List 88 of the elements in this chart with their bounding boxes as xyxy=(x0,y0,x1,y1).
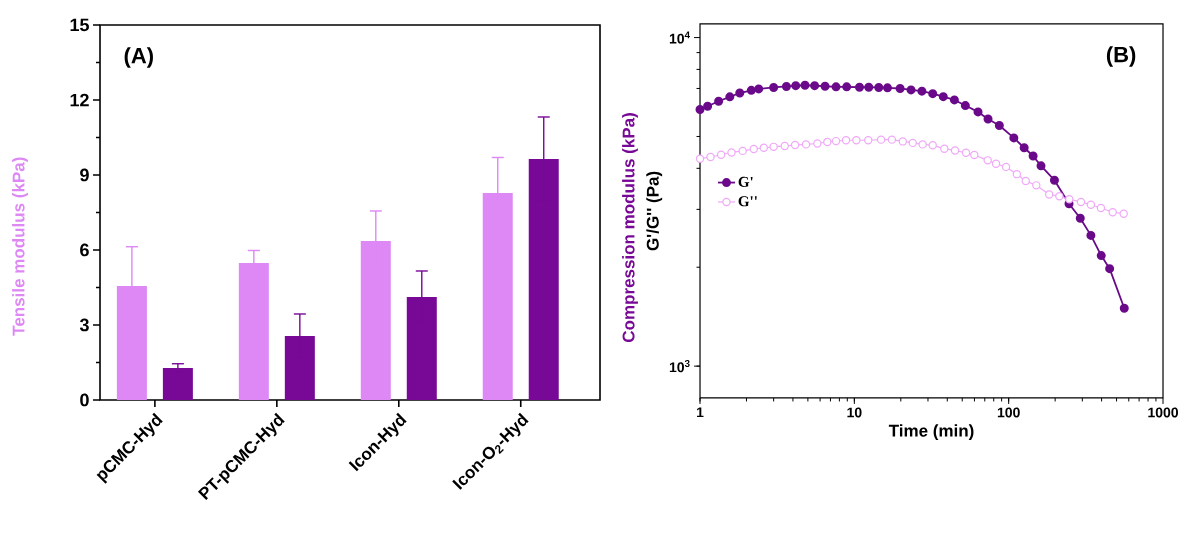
point xyxy=(918,140,927,149)
annotation: (A) xyxy=(124,47,153,68)
y-tick-label: 12 xyxy=(70,93,89,107)
point xyxy=(895,83,905,93)
point xyxy=(769,82,779,92)
point xyxy=(695,154,705,163)
point xyxy=(695,105,705,115)
point xyxy=(738,146,747,156)
point xyxy=(1076,197,1086,207)
x-tick-label: 1 xyxy=(696,407,704,418)
y-tick-label: 3 xyxy=(79,318,89,332)
point xyxy=(938,92,948,102)
point xyxy=(820,81,830,91)
point xyxy=(1086,200,1096,209)
point xyxy=(749,144,758,154)
point xyxy=(960,101,970,111)
point xyxy=(1119,209,1128,218)
point xyxy=(970,150,979,160)
point xyxy=(906,85,916,95)
bar xyxy=(482,192,513,400)
point xyxy=(791,81,801,91)
point xyxy=(810,81,820,91)
point xyxy=(823,137,832,147)
point xyxy=(983,156,992,165)
y-tick-label: 10$^{3}$ xyxy=(669,360,690,373)
point xyxy=(898,137,907,146)
legend-label: G'' xyxy=(738,196,757,207)
point xyxy=(746,85,756,95)
point xyxy=(917,86,927,96)
point xyxy=(831,82,841,92)
point xyxy=(790,140,800,150)
y-axis-title: G'/G'' (Pa) xyxy=(646,171,663,251)
point xyxy=(842,82,852,92)
point xyxy=(831,136,841,146)
point xyxy=(725,92,735,102)
y-tick-label: 6 xyxy=(80,243,89,257)
point xyxy=(780,141,789,151)
point xyxy=(727,148,736,157)
point xyxy=(759,143,768,152)
point xyxy=(908,138,917,148)
point xyxy=(1044,190,1054,199)
point xyxy=(813,139,822,148)
point xyxy=(706,152,715,162)
point xyxy=(781,81,791,91)
point xyxy=(928,141,937,150)
bar xyxy=(284,335,315,400)
point xyxy=(864,82,874,92)
point xyxy=(1065,195,1074,204)
y-tick-label: 0 xyxy=(80,393,89,407)
x-tick-label: 10 xyxy=(847,407,862,418)
point xyxy=(991,159,1001,168)
y-tick-label: 10$^{4}$ xyxy=(669,31,690,44)
x-tick-label: 100 xyxy=(997,407,1020,418)
bar xyxy=(360,240,391,400)
point xyxy=(928,89,938,99)
bar xyxy=(238,262,269,400)
point xyxy=(961,148,971,157)
bar xyxy=(406,296,437,400)
bar xyxy=(528,158,559,400)
y-tick-label: 9 xyxy=(80,168,89,182)
x-axis-title: Time (min) xyxy=(888,424,974,441)
text: Compression modulus (kPa) xyxy=(622,113,638,343)
y-tick-label: 15 xyxy=(70,18,89,32)
bar xyxy=(162,367,193,400)
point xyxy=(769,142,778,152)
text: Tensile modulus (kPa) xyxy=(12,157,28,336)
bar xyxy=(116,285,147,400)
point xyxy=(800,80,810,90)
point xyxy=(949,95,959,105)
point xyxy=(1108,208,1117,217)
point xyxy=(887,135,897,144)
point xyxy=(716,150,726,159)
point xyxy=(855,82,864,92)
point xyxy=(1012,169,1022,179)
point xyxy=(714,96,724,106)
point xyxy=(1096,203,1106,213)
point xyxy=(864,136,873,145)
legend-label: G' xyxy=(738,176,753,187)
point xyxy=(801,140,811,149)
point xyxy=(1001,162,1011,172)
point xyxy=(940,144,949,153)
point xyxy=(874,82,884,92)
annotation: (B) xyxy=(1106,46,1136,67)
point xyxy=(950,146,960,155)
x-tick-label: 1000 xyxy=(1148,407,1179,418)
point xyxy=(876,135,886,144)
point xyxy=(841,136,851,145)
point xyxy=(1055,192,1064,201)
